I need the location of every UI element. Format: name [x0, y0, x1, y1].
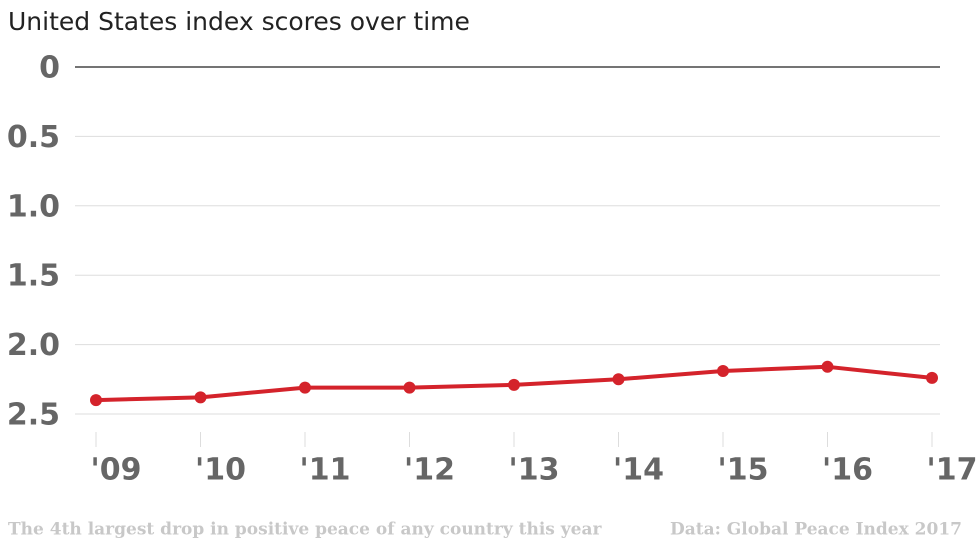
data-point [926, 371, 938, 384]
data-point [717, 364, 729, 377]
footnote: The 4th largest drop in positive peace o… [8, 520, 603, 540]
x-tick-label: '17 [927, 453, 978, 488]
data-point [299, 381, 311, 394]
data-point [403, 381, 416, 394]
x-tick-label: '14 [613, 453, 664, 488]
x-tick-label: '13 [509, 453, 560, 488]
x-tick-label: '16 [822, 453, 873, 488]
x-tick-label: '12 [404, 453, 455, 488]
y-tick-label: 2.0 [7, 328, 60, 363]
source: Data: Global Peace Index 2017 [670, 520, 962, 540]
y-tick-label: 0 [39, 51, 60, 86]
y-tick-label: 1.5 [7, 259, 60, 294]
data-point [821, 360, 834, 373]
x-tick-label: '11 [300, 453, 351, 488]
data-point [194, 391, 207, 404]
y-tick-label: 0.5 [7, 120, 60, 155]
data-point [90, 394, 102, 407]
data-point [612, 373, 625, 386]
x-tick-label: '15 [718, 453, 769, 488]
x-tick-label: '09 [91, 453, 142, 488]
y-tick-label: 1.0 [7, 189, 60, 224]
x-tick-label: '10 [195, 453, 246, 488]
y-tick-label: 2.5 [7, 398, 60, 433]
chart-title: United States index scores over time [8, 7, 470, 36]
data-point [508, 378, 520, 391]
